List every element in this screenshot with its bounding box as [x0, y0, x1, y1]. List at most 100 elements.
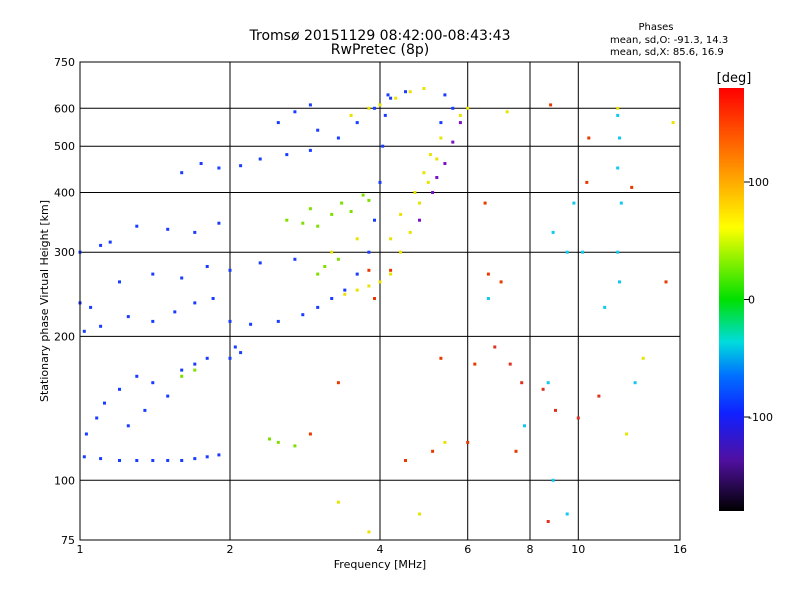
x-tick-label: 1 [77, 543, 84, 556]
data-point [126, 315, 130, 319]
data-point [549, 103, 553, 107]
data-point [367, 250, 371, 254]
data-point [205, 356, 209, 360]
data-point [268, 437, 271, 441]
chart-subtitle: RwPretec (8p) [331, 42, 429, 58]
data-point [451, 140, 455, 144]
data-point [641, 356, 645, 360]
data-point [439, 121, 443, 125]
data-point [458, 113, 462, 117]
data-point [258, 261, 262, 265]
x-tick-label: 6 [464, 543, 471, 556]
data-point [336, 500, 340, 504]
data-point [180, 276, 184, 280]
data-point [293, 110, 297, 114]
data-point [135, 459, 139, 462]
data-point [180, 374, 184, 378]
data-point [546, 381, 550, 385]
data-point [426, 180, 430, 184]
data-point [551, 478, 555, 482]
data-point [293, 257, 297, 261]
data-point [180, 368, 184, 372]
data-point [99, 324, 103, 328]
data-point [355, 288, 359, 292]
data-point [618, 136, 621, 140]
data-point [565, 250, 569, 254]
data-point [505, 110, 509, 114]
data-point [404, 90, 407, 94]
phase-info-x: mean, sd,X: 85.6, 16.9 [610, 47, 724, 58]
data-point [135, 374, 139, 378]
data-point [625, 432, 629, 436]
data-point [330, 297, 334, 300]
data-point [551, 230, 555, 234]
data-point [373, 218, 376, 222]
x-tick-label: 2 [227, 543, 234, 556]
y-tick-label: 400 [54, 187, 75, 200]
data-point [378, 280, 382, 284]
data-point [205, 265, 209, 268]
colorbar-tick-label: -100 [748, 411, 773, 424]
data-point [151, 272, 155, 276]
data-point [386, 93, 390, 97]
data-point [193, 368, 197, 372]
data-point [508, 362, 512, 366]
data-point [389, 96, 393, 100]
data-point [336, 257, 340, 261]
data-point [630, 185, 634, 189]
data-point [439, 136, 443, 140]
data-point [435, 157, 439, 161]
data-point [323, 265, 327, 268]
data-point [367, 530, 371, 534]
y-tick-label: 500 [54, 140, 75, 153]
data-point [151, 381, 155, 385]
data-point [373, 297, 376, 300]
colorbar-ticks: 100 0 -100 [744, 176, 773, 424]
grid-lines [80, 62, 680, 540]
data-point [483, 201, 487, 205]
data-point [180, 171, 184, 175]
colorbar-title: [deg] [717, 71, 752, 86]
x-tick-label: 8 [527, 543, 534, 556]
data-point [330, 250, 334, 254]
y-tick-label: 600 [54, 102, 75, 115]
data-point [619, 201, 623, 205]
data-point [340, 201, 344, 205]
data-point [458, 121, 462, 125]
y-axis-label: Stationary phase Virtual Height [km] [38, 200, 51, 402]
data-point [389, 237, 393, 241]
data-point [233, 345, 237, 349]
data-point [126, 424, 130, 428]
data-point [349, 113, 353, 117]
data-point [166, 394, 170, 398]
data-point [367, 284, 371, 288]
data-point [84, 432, 88, 436]
phase-info-o: mean, sd,O: -91.3, 14.3 [610, 35, 728, 46]
data-point [103, 401, 106, 405]
data-point [217, 166, 221, 170]
data-point [439, 356, 443, 360]
x-tick-label: 16 [673, 543, 687, 556]
data-point [316, 128, 320, 132]
data-point [151, 319, 155, 323]
data-point [228, 319, 232, 323]
data-point [389, 272, 393, 276]
data-point [316, 305, 320, 309]
data-point [466, 440, 470, 444]
data-point [572, 201, 576, 205]
data-point [367, 106, 371, 110]
data-point [355, 237, 359, 241]
data-point [418, 512, 421, 516]
data-point [431, 191, 435, 194]
data-point [616, 106, 620, 110]
data-point [616, 250, 620, 254]
data-point [404, 459, 407, 462]
data-point [193, 362, 197, 366]
data-point [616, 113, 620, 117]
data-point [541, 387, 545, 391]
data-point [118, 280, 121, 284]
data-point [493, 345, 497, 349]
data-point [523, 424, 526, 428]
x-axis-label: Frequency [MHz] [334, 558, 426, 571]
